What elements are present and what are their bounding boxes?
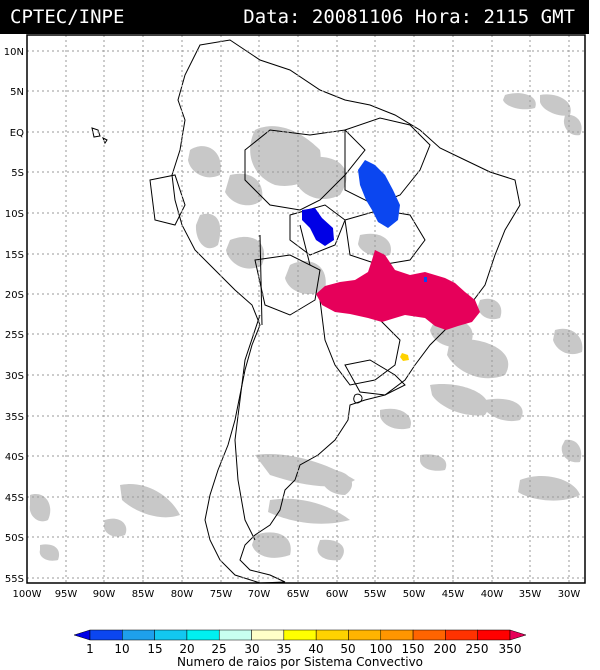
lon-label: 35W: [519, 589, 542, 600]
lat-label: 10N: [4, 47, 24, 58]
colorbar-cell: [445, 629, 478, 641]
lon-label: 85W: [132, 589, 155, 600]
lon-label: 70W: [248, 589, 271, 600]
colorbar-tick: 250: [466, 642, 489, 656]
map-frame: [26, 34, 586, 584]
convective-cell-darkblue-west: [302, 208, 334, 246]
lat-label: 5S: [11, 168, 24, 179]
convective-cell-magenta-south: [316, 250, 480, 330]
convective-systems: [302, 160, 480, 361]
lat-label: 40S: [5, 452, 24, 463]
colorbar-tick: 10: [114, 642, 129, 656]
lon-label: 40W: [481, 589, 504, 600]
date-time-stamp: Data: 20081106 Hora: 2115 GMT: [243, 6, 575, 28]
lon-label: 45W: [442, 589, 465, 600]
lat-label: 30S: [5, 371, 24, 382]
colorbar-tick: 200: [434, 642, 457, 656]
colorbar-tick: 20: [179, 642, 194, 656]
colorbar-cell: [315, 629, 349, 641]
colorbar-cell: [73, 629, 91, 641]
lon-label: 65W: [287, 589, 310, 600]
colorbar: 1 10 15 20 25 30 35 40 50 100 150 200 25…: [73, 629, 527, 669]
colorbar-tick: 30: [244, 642, 259, 656]
colorbar-cell: [477, 629, 511, 641]
lat-label: 10S: [5, 209, 24, 220]
convective-cell-small-blue: [424, 277, 427, 282]
colorbar-tick: 25: [211, 642, 226, 656]
lat-label: 55S: [5, 574, 24, 585]
colorbar-tick-labels: 1 10 15 20 25 30 35 40 50 100 150 200 25…: [86, 642, 521, 656]
colorbar-cell: [89, 629, 123, 641]
colorbar-tick: 40: [308, 642, 323, 656]
colorbar-cell: [283, 629, 317, 641]
convective-cell-blue-north: [358, 160, 400, 228]
lon-label: 75W: [210, 589, 233, 600]
colorbar-cell: [412, 629, 446, 641]
lat-label: 15S: [5, 250, 24, 261]
colorbar-cell: [509, 629, 527, 641]
colorbar-cell: [154, 629, 188, 641]
lat-label: 45S: [5, 493, 24, 504]
lon-label: 30W: [558, 589, 581, 600]
colorbar-tick: 350: [499, 642, 522, 656]
colorbar-tick: 50: [340, 642, 355, 656]
lon-label: 50W: [403, 589, 426, 600]
convective-cell-yellow: [400, 353, 409, 361]
colorbar-cell: [122, 629, 155, 641]
colorbar-tick: 100: [370, 642, 393, 656]
colorbar-cell: [380, 629, 414, 641]
coastline-borders: [91, 39, 521, 583]
colorbar-cells: [73, 629, 527, 641]
cloud-cover: [29, 93, 583, 561]
latitude-labels: 10N 5N EQ 5S 10S 15S 20S 25S 30S 35S 40S…: [4, 47, 24, 585]
colorbar-tick: 150: [402, 642, 425, 656]
colorbar-tick: 15: [147, 642, 162, 656]
organization-title: CPTEC/INPE: [10, 6, 125, 28]
longitude-labels: 100W 95W 90W 85W 80W 75W 70W 65W 60W 55W…: [13, 589, 581, 600]
map-header: CPTEC/INPE Data: 20081106 Hora: 2115 GMT: [0, 0, 589, 34]
graticule: [27, 35, 585, 583]
lon-label: 60W: [326, 589, 349, 600]
lon-label: 95W: [55, 589, 78, 600]
colorbar-tick: 1: [86, 642, 94, 656]
lat-label: 20S: [5, 290, 24, 301]
lat-label: 5N: [10, 87, 24, 98]
lon-label: 55W: [364, 589, 387, 600]
lat-label: 25S: [5, 330, 24, 341]
lat-label: EQ: [10, 128, 24, 139]
lat-label: 35S: [5, 412, 24, 423]
lon-label: 90W: [93, 589, 116, 600]
lat-label: 50S: [5, 533, 24, 544]
colorbar-caption: Numero de raios por Sistema Convectivo: [177, 655, 423, 669]
colorbar-cell: [348, 629, 382, 641]
colorbar-cell: [251, 629, 285, 641]
colorbar-cell: [186, 629, 220, 641]
colorbar-tick: 35: [276, 642, 291, 656]
colorbar-cell: [218, 629, 252, 641]
lon-label: 80W: [171, 589, 194, 600]
lon-label: 100W: [13, 589, 42, 600]
